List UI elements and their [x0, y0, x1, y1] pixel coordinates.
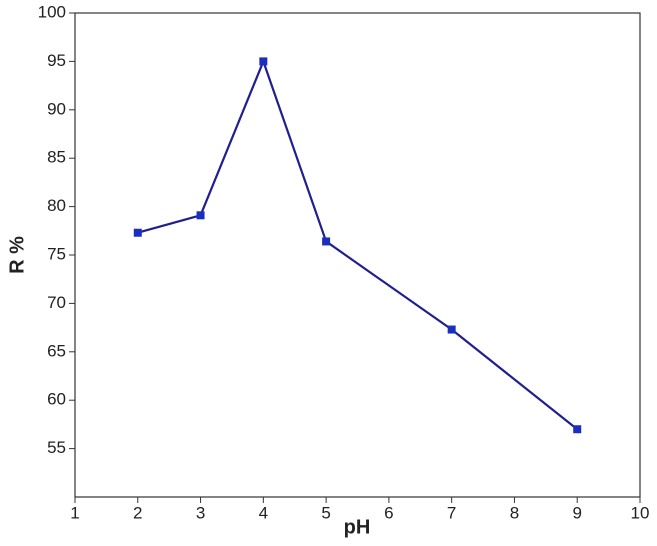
- data-point: [196, 211, 205, 220]
- y-tick-label: 75: [47, 244, 66, 263]
- data-point: [573, 425, 582, 434]
- x-tick-label: 7: [447, 503, 456, 522]
- y-axis-label: R %: [6, 236, 28, 274]
- x-tick-label: 6: [384, 503, 393, 522]
- y-tick-label: 60: [47, 390, 66, 409]
- y-tick-label: 85: [47, 148, 66, 167]
- x-tick-label: 9: [572, 503, 581, 522]
- data-point: [322, 237, 331, 246]
- x-tick-label: 1: [70, 503, 79, 522]
- data-point: [447, 325, 456, 334]
- data-point: [133, 228, 142, 237]
- x-tick-label: 3: [196, 503, 205, 522]
- y-tick-label: 95: [47, 51, 66, 70]
- y-tick-label: 80: [47, 196, 66, 215]
- y-tick-label: 70: [47, 293, 66, 312]
- x-tick-label: 10: [631, 503, 650, 522]
- x-tick-label: 4: [259, 503, 268, 522]
- y-tick-label: 90: [47, 99, 66, 118]
- series-line: [137, 58, 578, 431]
- x-axis-label: pH: [344, 516, 371, 538]
- plot-frame: [74, 12, 641, 498]
- x-tick-label: 8: [510, 503, 519, 522]
- y-tick-label: 100: [38, 2, 66, 21]
- x-tick-label: 2: [133, 503, 142, 522]
- y-tick-label: 65: [47, 341, 66, 360]
- data-point: [259, 57, 268, 66]
- y-tick-label: 55: [47, 438, 66, 457]
- x-tick-label: 5: [321, 503, 330, 522]
